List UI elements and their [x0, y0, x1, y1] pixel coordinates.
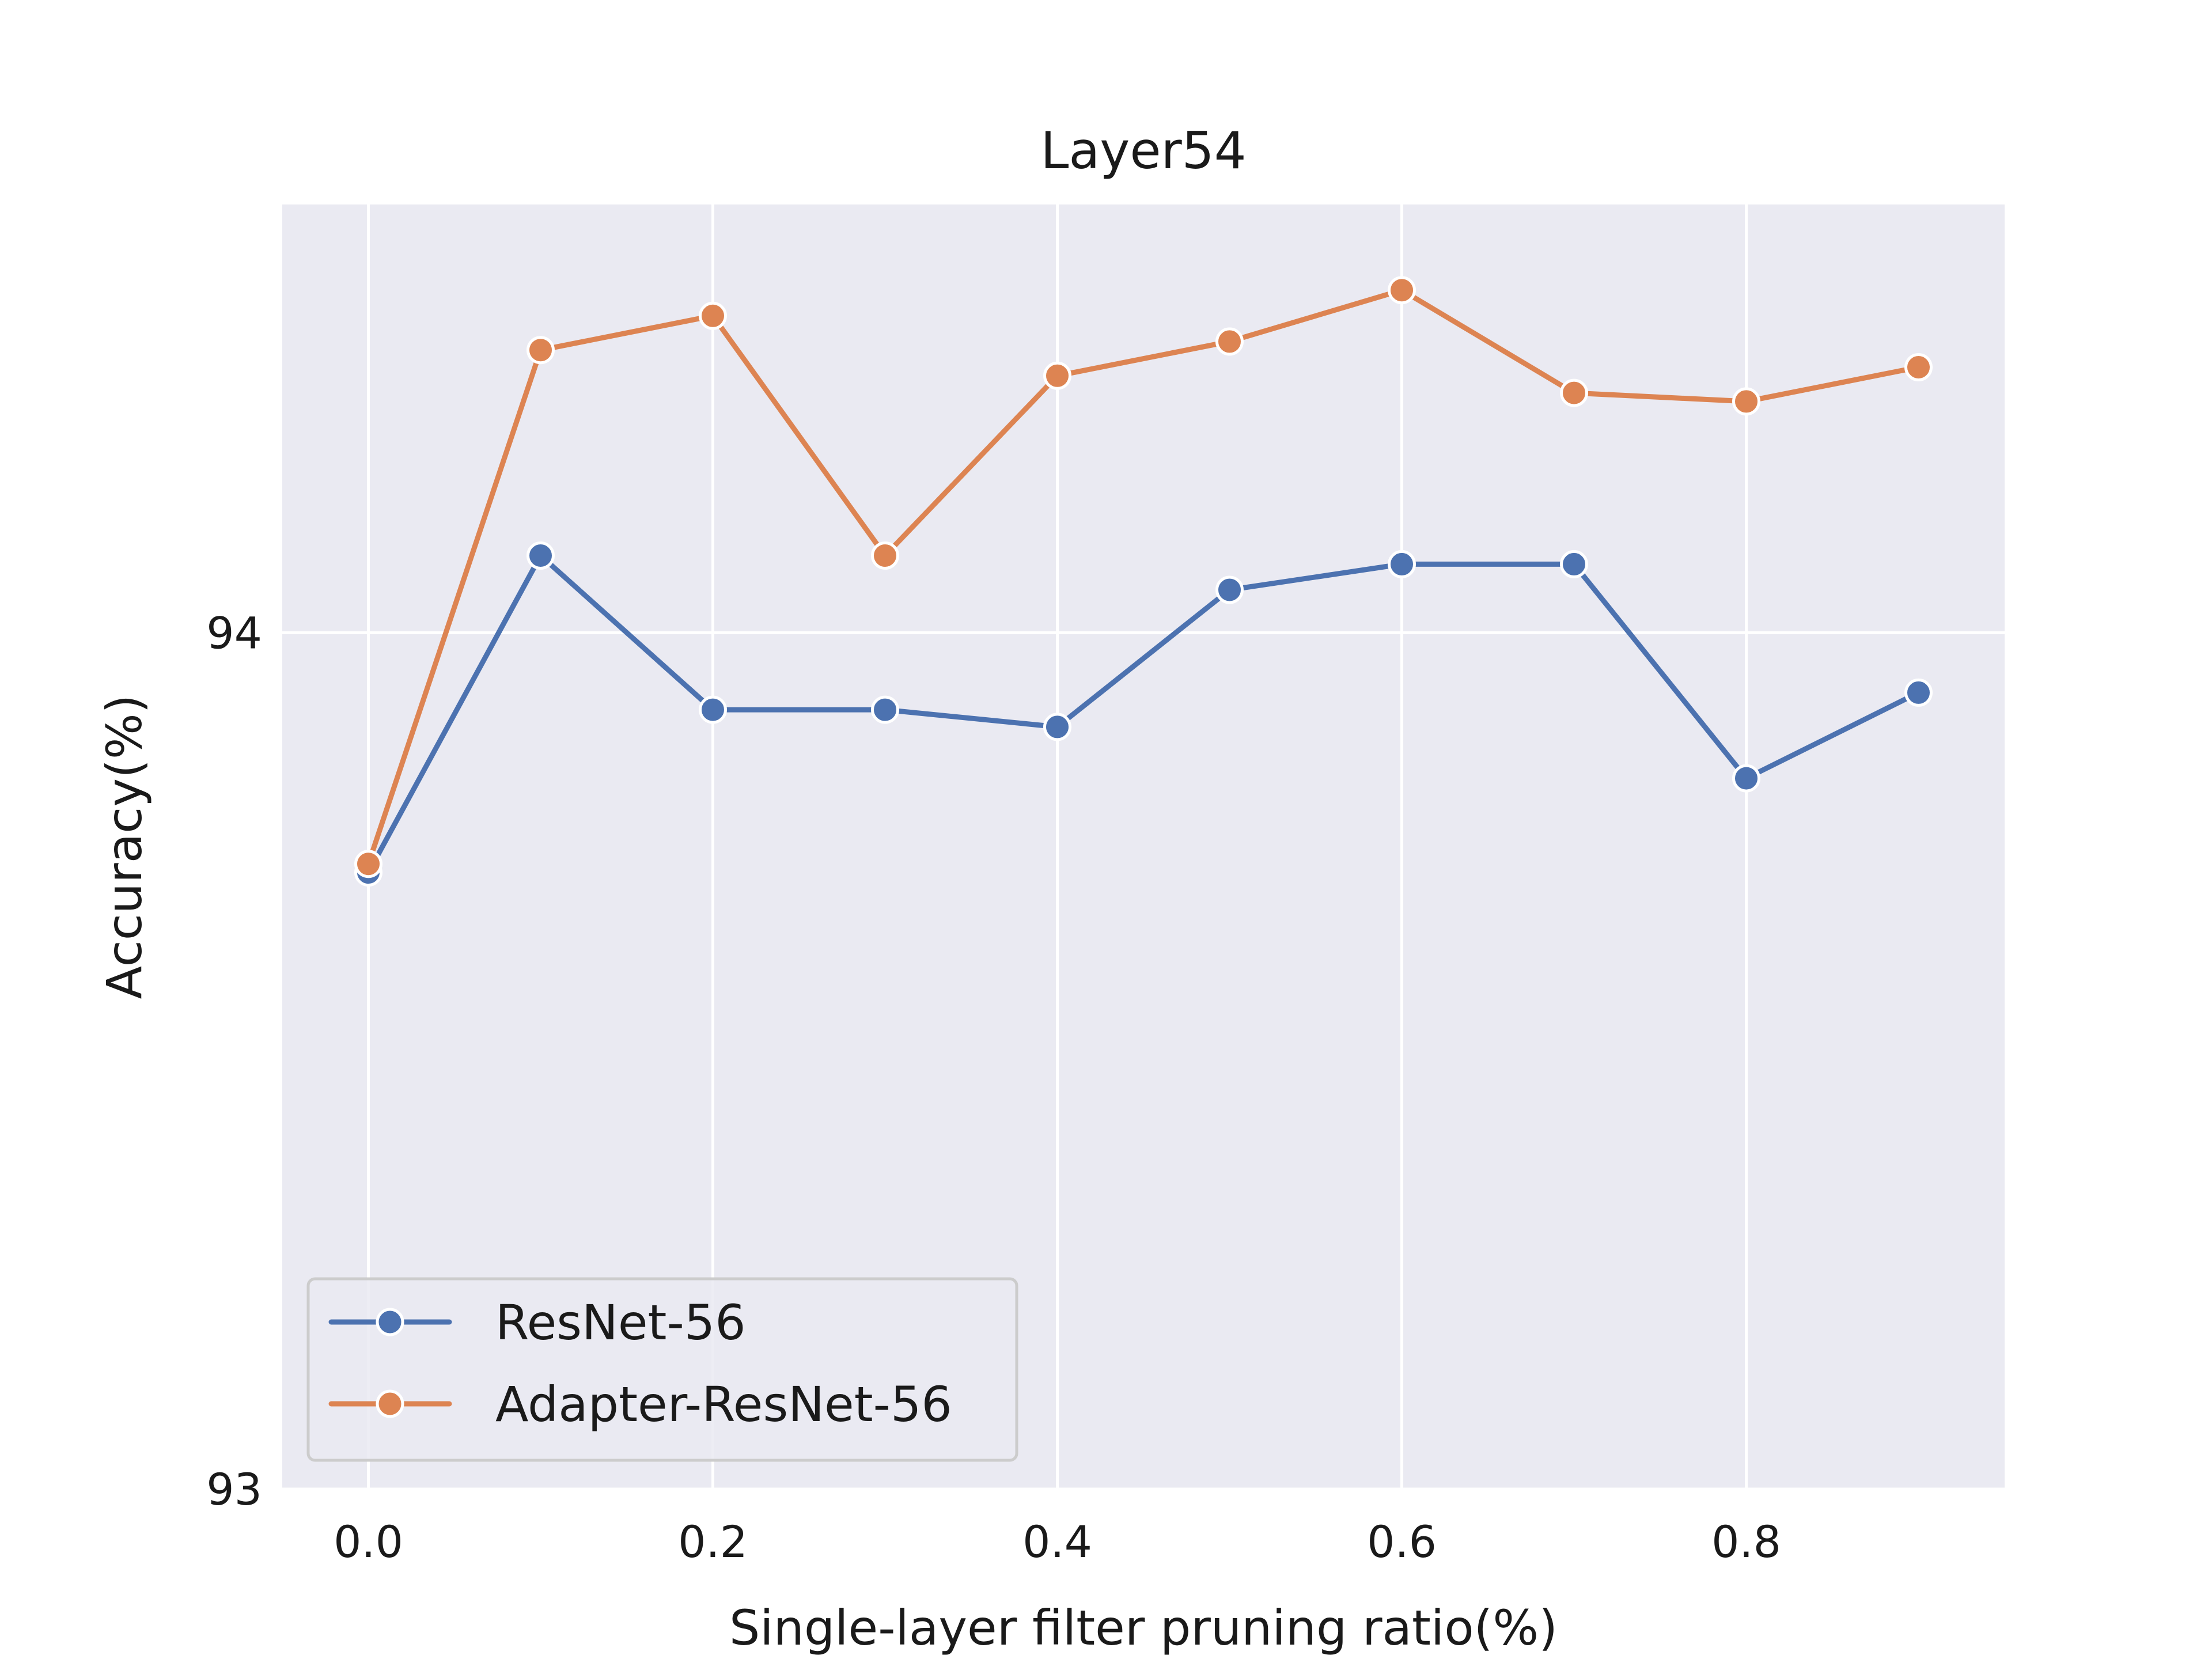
data-point-resnet-56: [1732, 764, 1760, 793]
y-axis-label: Accuracy(%): [96, 695, 153, 999]
x-tick-label: 0.4: [1022, 1516, 1092, 1567]
data-point-adapter-resnet-56: [1560, 378, 1588, 407]
data-point-resnet-56: [1560, 550, 1588, 578]
x-tick-label: 0.8: [1711, 1516, 1781, 1567]
legend-marker-adapter-resnet-56: [376, 1389, 404, 1418]
data-point-adapter-resnet-56: [1043, 361, 1071, 390]
plot-area: [282, 204, 2005, 1489]
x-tick-label: 0.2: [678, 1516, 748, 1567]
x-axis-label: Single-layer filter pruning ratio(%): [729, 1600, 1558, 1656]
legend-marker-resnet-56: [376, 1308, 404, 1336]
series-line-adapter-resnet-56: [366, 287, 1921, 867]
series-adapter-resnet-56: [354, 276, 1933, 878]
legend-entry-resnet-56: ResNet-56: [328, 1294, 746, 1351]
tick-labels: 0.0 0.2 0.4 0.6 0.8 93 94: [206, 607, 1781, 1567]
data-point-adapter-resnet-56: [1215, 327, 1244, 356]
data-point-adapter-resnet-56: [1388, 276, 1416, 305]
data-point-adapter-resnet-56: [1904, 353, 1933, 381]
series-line-resnet-56: [366, 553, 1921, 876]
data-point-adapter-resnet-56: [871, 541, 899, 570]
legend-box: [306, 1277, 1018, 1462]
legend-entry-adapter-resnet-56: Adapter-ResNet-56: [328, 1376, 952, 1433]
data-point-resnet-56: [1388, 550, 1416, 578]
series-resnet-56: [354, 541, 1933, 887]
legend-label-resnet-56: ResNet-56: [495, 1294, 746, 1351]
data-point-resnet-56: [1215, 575, 1244, 604]
data-point-adapter-resnet-56: [354, 850, 382, 878]
data-point-resnet-56: [699, 695, 727, 724]
data-point-resnet-56: [1043, 713, 1071, 741]
data-point-adapter-resnet-56: [699, 301, 727, 330]
data-point-resnet-56: [1904, 678, 1933, 707]
x-tick-label: 0.6: [1367, 1516, 1437, 1567]
x-tick-label: 0.0: [334, 1516, 403, 1567]
y-tick-label: 93: [206, 1464, 262, 1515]
series-layer: [354, 276, 1933, 887]
data-point-adapter-resnet-56: [1732, 387, 1760, 416]
data-point-adapter-resnet-56: [527, 336, 555, 365]
grid: [282, 204, 2005, 1491]
chart-title: Layer54: [1040, 121, 1246, 180]
legend-label-adapter-resnet-56: Adapter-ResNet-56: [495, 1376, 952, 1433]
y-tick-label: 94: [206, 607, 262, 658]
data-point-resnet-56: [871, 695, 899, 724]
legend: ResNet-56 Adapter-ResNet-56: [306, 1277, 1018, 1462]
data-point-resnet-56: [527, 541, 555, 570]
